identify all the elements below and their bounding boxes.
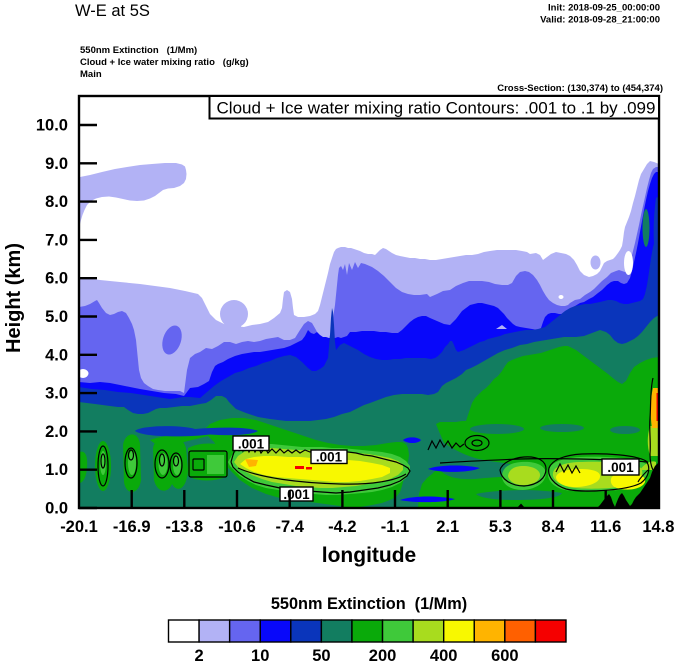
- svg-text:longitude: longitude: [322, 544, 416, 567]
- svg-text:Cross-Section: (130,374) to (4: Cross-Section: (130,374) to (454,374): [497, 83, 663, 94]
- svg-text:400: 400: [430, 647, 458, 665]
- svg-text:10: 10: [251, 647, 269, 665]
- svg-text:Main: Main: [80, 69, 102, 80]
- svg-text:7.0: 7.0: [45, 231, 68, 249]
- svg-text:Init: 2018-09-25_00:00:00: Init: 2018-09-25_00:00:00: [548, 3, 660, 14]
- svg-text:2.1: 2.1: [436, 518, 459, 536]
- svg-text:Valid: 2018-09-28_21:00:00: Valid: 2018-09-28_21:00:00: [540, 15, 660, 26]
- svg-text:50: 50: [312, 647, 330, 665]
- svg-text:8.0: 8.0: [45, 193, 68, 211]
- svg-text:.001: .001: [607, 460, 634, 475]
- svg-text:0.0: 0.0: [45, 500, 68, 518]
- svg-text:Height (km): Height (km): [3, 243, 25, 353]
- svg-text:550nm Extinction (1/Mm): 550nm Extinction (1/Mm): [80, 45, 197, 56]
- svg-text:-7.4: -7.4: [275, 518, 304, 536]
- svg-text:6.0: 6.0: [45, 270, 68, 288]
- svg-text:-20.1: -20.1: [60, 518, 98, 536]
- svg-text:600: 600: [491, 647, 519, 665]
- svg-text:Cloud + Ice water mixing ratio: Cloud + Ice water mixing ratio (g/kg): [80, 57, 249, 68]
- svg-text:8.4: 8.4: [542, 518, 566, 536]
- svg-text:11.6: 11.6: [590, 518, 621, 536]
- svg-text:4.0: 4.0: [45, 346, 68, 364]
- svg-text:200: 200: [369, 647, 397, 665]
- svg-text:.001: .001: [283, 487, 310, 502]
- svg-text:-10.6: -10.6: [218, 518, 256, 536]
- svg-text:Cloud + Ice water mixing ratio: Cloud + Ice water mixing ratio Contours:…: [217, 99, 656, 118]
- svg-text:14.8: 14.8: [642, 518, 674, 536]
- svg-text:5.0: 5.0: [45, 308, 68, 326]
- svg-text:-13.8: -13.8: [165, 518, 203, 536]
- svg-text:9.0: 9.0: [45, 155, 68, 173]
- svg-text:-4.2: -4.2: [328, 518, 356, 536]
- svg-text:1.0: 1.0: [45, 461, 68, 479]
- svg-text:3.0: 3.0: [45, 385, 68, 403]
- svg-text:-16.9: -16.9: [113, 518, 151, 536]
- svg-text:-1.1: -1.1: [381, 518, 409, 536]
- svg-text:W-E at 5S: W-E at 5S: [75, 2, 150, 20]
- svg-text:550nm Extinction (1/Mm): 550nm Extinction (1/Mm): [271, 595, 467, 613]
- svg-text:10.0: 10.0: [36, 117, 68, 135]
- svg-text:.001: .001: [316, 450, 343, 465]
- svg-text:5.3: 5.3: [489, 518, 512, 536]
- svg-text:.001: .001: [238, 437, 265, 452]
- svg-text:2: 2: [194, 647, 203, 665]
- svg-text:2.0: 2.0: [45, 423, 68, 441]
